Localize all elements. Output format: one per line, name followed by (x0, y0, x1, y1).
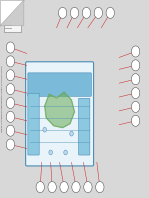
Circle shape (82, 7, 91, 18)
Circle shape (70, 131, 73, 136)
Circle shape (131, 115, 140, 126)
FancyBboxPatch shape (28, 93, 39, 155)
Circle shape (64, 150, 67, 155)
FancyBboxPatch shape (28, 73, 91, 96)
Circle shape (6, 139, 15, 150)
Circle shape (49, 150, 52, 155)
Circle shape (6, 42, 15, 53)
Circle shape (70, 7, 79, 18)
FancyBboxPatch shape (79, 98, 90, 155)
Circle shape (6, 56, 15, 67)
Circle shape (72, 182, 80, 193)
Circle shape (36, 182, 44, 193)
FancyBboxPatch shape (4, 14, 21, 32)
Circle shape (48, 182, 56, 193)
FancyBboxPatch shape (26, 62, 94, 166)
Circle shape (131, 46, 140, 57)
Circle shape (6, 97, 15, 109)
Polygon shape (45, 92, 74, 128)
Polygon shape (0, 0, 24, 26)
Polygon shape (0, 0, 24, 26)
Circle shape (58, 7, 67, 18)
Circle shape (106, 7, 114, 18)
Circle shape (94, 7, 103, 18)
Circle shape (131, 88, 140, 99)
Circle shape (84, 182, 92, 193)
Circle shape (43, 127, 46, 132)
Circle shape (96, 182, 104, 193)
Circle shape (6, 125, 15, 136)
Circle shape (6, 111, 15, 122)
Circle shape (60, 182, 68, 193)
Circle shape (131, 60, 140, 71)
Circle shape (131, 74, 140, 85)
Circle shape (6, 84, 15, 95)
Circle shape (131, 101, 140, 112)
Circle shape (6, 70, 15, 81)
Text: Location - Routing Engine Compartment Position of Parts (RHD 1GD-FTV, 2GD-FTV): Location - Routing Engine Compartment Po… (1, 66, 3, 132)
